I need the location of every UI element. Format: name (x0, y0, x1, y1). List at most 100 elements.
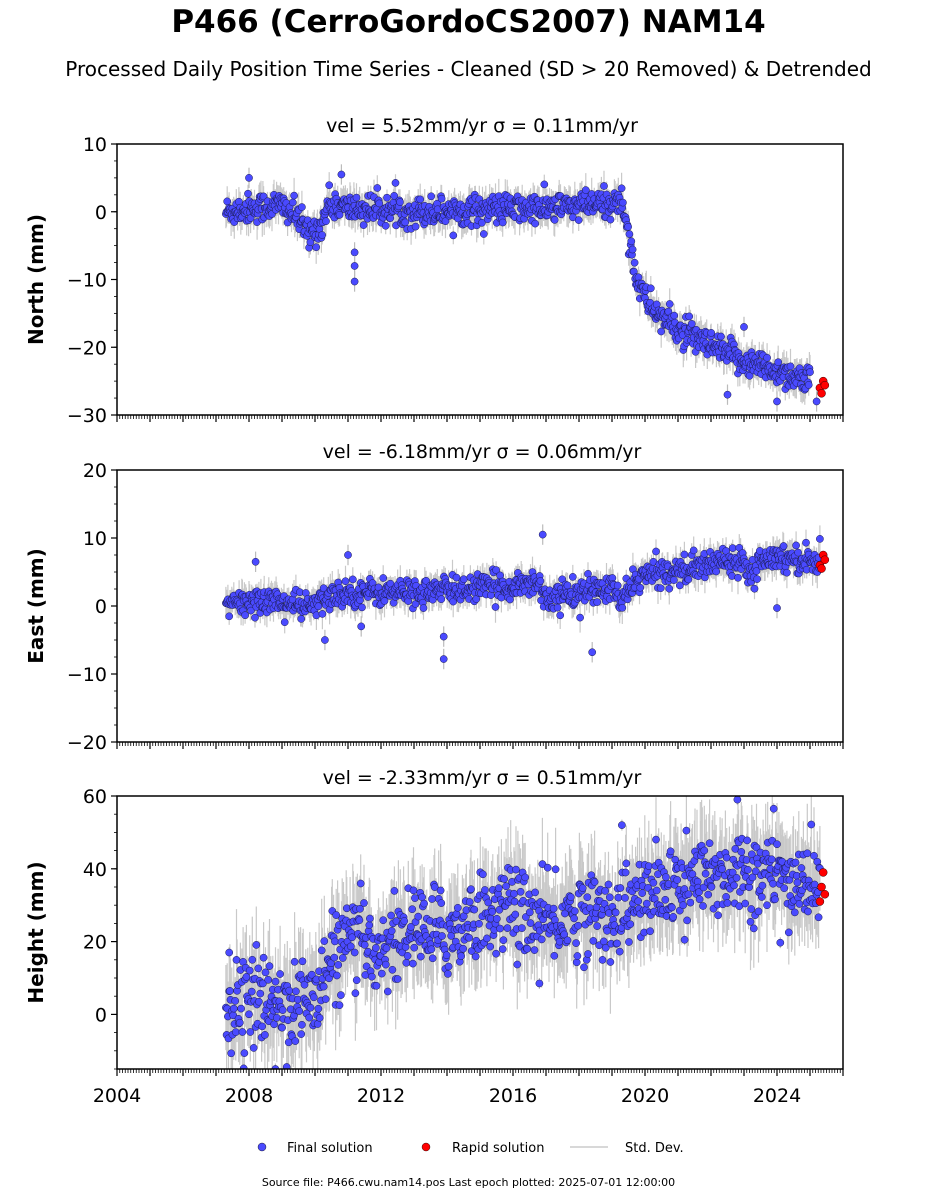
final-point (500, 875, 508, 883)
final-point (521, 873, 530, 882)
final-point (621, 868, 630, 877)
final-point (372, 981, 381, 990)
final-point (352, 976, 361, 985)
rapid-point (820, 890, 830, 899)
final-point (700, 846, 709, 855)
final-point (763, 353, 771, 362)
final-point (249, 1044, 258, 1052)
final-point (774, 358, 783, 367)
final-point (348, 575, 357, 584)
final-point (625, 230, 634, 238)
final-point (229, 1004, 238, 1013)
final-point (333, 971, 341, 980)
final-point (348, 933, 356, 942)
source-footer: Source file: P466.cwu.nam14.pos Last epo… (261, 1176, 676, 1189)
final-point (550, 951, 559, 960)
final-point (556, 611, 565, 620)
legend-rapid-label: Rapid solution (452, 1141, 544, 1156)
final-point (499, 936, 508, 945)
final-point (409, 886, 418, 895)
final-point (563, 581, 572, 590)
final-point (743, 836, 752, 845)
final-point (403, 952, 412, 960)
y-tick-label: 10 (83, 528, 107, 550)
final-point (792, 541, 800, 550)
final-point (589, 937, 598, 945)
final-point (350, 948, 359, 957)
outlier-point (225, 948, 234, 957)
final-point (314, 1004, 323, 1013)
final-point (390, 191, 399, 200)
final-point (411, 222, 420, 231)
final-point (226, 987, 234, 995)
final-point (355, 916, 364, 925)
final-point (767, 855, 776, 864)
final-point (750, 584, 759, 593)
final-point (598, 956, 607, 964)
final-point (718, 865, 726, 873)
final-point (408, 905, 417, 914)
final-point (276, 970, 284, 978)
final-point (315, 1014, 324, 1022)
final-point (570, 914, 578, 923)
outlier-point (538, 530, 547, 539)
final-point (574, 216, 583, 224)
rapid-point (817, 564, 826, 573)
final-point (745, 371, 754, 380)
final-point (492, 914, 501, 923)
final-point (572, 939, 580, 947)
final-point (590, 878, 599, 886)
final-point (537, 935, 546, 944)
final-point (459, 575, 468, 584)
outlier-point (357, 622, 366, 631)
final-point (625, 938, 633, 946)
final-point (804, 381, 813, 389)
final-point (383, 193, 391, 202)
legend-final-marker (257, 1142, 267, 1152)
rapid-point (820, 380, 830, 390)
final-point (444, 962, 453, 971)
final-point (280, 618, 289, 627)
final-point (779, 542, 788, 550)
y-tick-label: 40 (83, 859, 107, 881)
legend-rapid-marker (421, 1142, 431, 1152)
final-point (816, 535, 824, 543)
final-point (689, 546, 698, 555)
final-point (322, 217, 330, 226)
final-point (245, 966, 254, 975)
final-point (318, 231, 326, 239)
final-point (410, 943, 419, 952)
final-point (327, 959, 335, 968)
legend: Final solution Rapid solution Std. Dev. (257, 1141, 684, 1156)
final-point (387, 911, 395, 920)
final-point (573, 952, 582, 960)
final-point (593, 598, 602, 606)
final-point (379, 574, 388, 582)
final-point (753, 859, 762, 868)
final-point (231, 997, 240, 1005)
final-point (360, 899, 368, 907)
chart-subtitle: Processed Daily Position Time Series - C… (65, 57, 872, 81)
final-point (503, 924, 512, 932)
y-tick-label: 0 (95, 202, 107, 224)
final-point (751, 867, 760, 876)
final-point (630, 258, 639, 267)
final-point (682, 826, 691, 835)
final-point (453, 903, 462, 912)
final-point (278, 1006, 287, 1014)
final-point (297, 615, 306, 623)
final-point (306, 238, 315, 247)
final-point (802, 538, 810, 547)
final-point (679, 901, 687, 910)
panel-height: vel = -2.33mm/yr σ = 0.51mm/yr Height (mm… (24, 767, 844, 1107)
final-point (790, 908, 799, 917)
final-points (222, 535, 824, 627)
final-point (728, 868, 737, 877)
final-point (807, 820, 816, 829)
plot-area-height (222, 796, 830, 1069)
x-tick-label: 2020 (621, 1085, 669, 1107)
final-point (581, 186, 590, 194)
plot-area-east (222, 524, 830, 670)
final-point (644, 862, 653, 870)
final-point (393, 975, 402, 983)
